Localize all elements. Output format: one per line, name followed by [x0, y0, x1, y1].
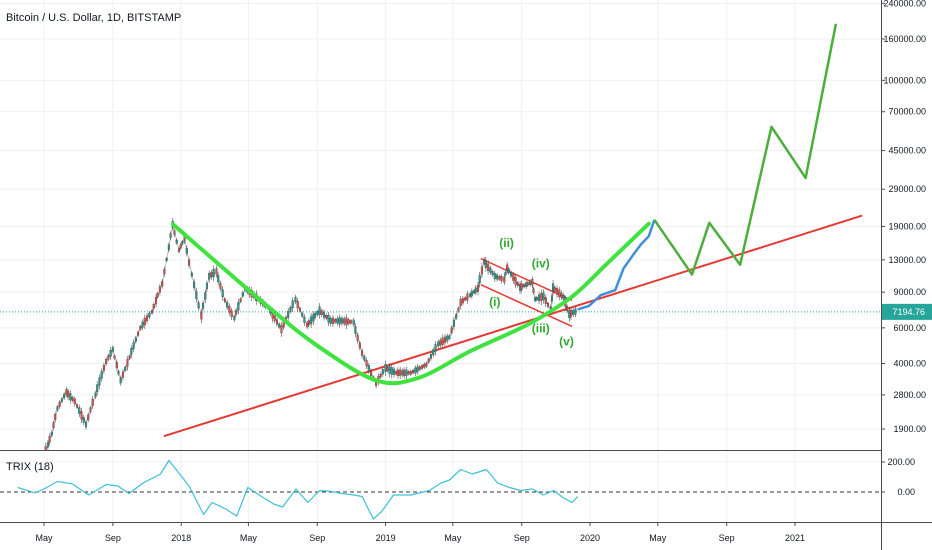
candle-body: [354, 326, 357, 334]
wave-label-1: (ii): [499, 236, 514, 250]
price-tick-label-0: 240000.00: [883, 0, 926, 8]
channel-lower-line: [480, 284, 573, 328]
candle-body: [507, 268, 510, 274]
time-tick-label-5: 2019: [376, 533, 396, 543]
candle-body: [566, 306, 569, 311]
price-tick-label-7: 13000.00: [888, 255, 926, 265]
last-price-label: 7194.76: [892, 307, 925, 317]
wave-label-3: (iv): [532, 257, 550, 271]
candle-body: [96, 384, 99, 392]
price-tick-label-4: 45000.00: [888, 146, 926, 156]
candle-body: [303, 316, 306, 323]
candle-body: [67, 391, 70, 398]
time-tick-label-9: May: [649, 533, 667, 543]
candle-body: [230, 310, 233, 318]
time-tick-label-1: Sep: [105, 533, 121, 543]
projection-blue: [577, 219, 656, 311]
wave-label-2: (iii): [532, 321, 550, 335]
candle-body: [130, 348, 133, 355]
candle-body: [478, 275, 481, 284]
indicator-pane: [0, 459, 881, 520]
candle-body: [484, 260, 487, 269]
time-tick-label-0: May: [35, 533, 53, 543]
candle-body: [26, 476, 28, 482]
projection-green: [653, 23, 838, 276]
time-tick-label-2: 2018: [171, 533, 191, 543]
indicator-tick-label-1: 0.00: [897, 487, 915, 497]
price-line: [45, 224, 578, 450]
trendline: [163, 214, 863, 438]
candle-body: [44, 446, 47, 450]
price-tick-label-3: 70000.00: [888, 107, 926, 117]
candle-body: [370, 370, 373, 376]
price-pane: (i) (ii) (iii) (iv) (v): [0, 23, 881, 482]
price-tick-label-2: 100000.00: [883, 75, 926, 85]
candle-body: [291, 300, 294, 309]
candle-body: [200, 311, 203, 320]
candle-body: [152, 304, 155, 309]
price-tick-label-5: 29000.00: [888, 184, 926, 194]
wave-label-0: (i): [489, 295, 500, 309]
candle-body: [19, 473, 21, 476]
price-tick-label-8: 9000.00: [893, 287, 926, 297]
chart-title: Bitcoin / U.S. Dollar, 1D, BITSTAMP: [6, 12, 181, 24]
candle-body: [148, 312, 151, 318]
candle-body: [21, 473, 23, 478]
trix-line: [17, 459, 579, 520]
time-tick-label-6: May: [444, 533, 462, 543]
time-tick-label-10: Sep: [719, 533, 735, 543]
candle-body: [301, 312, 304, 317]
price-tick-label-10: 4000.00: [893, 359, 926, 369]
price-tick-label-1: 160000.00: [883, 34, 926, 44]
candle-body: [91, 398, 94, 406]
candle-body: [217, 275, 220, 283]
candle-body: [28, 474, 30, 478]
candle-body: [23, 476, 25, 479]
candle-body: [235, 309, 238, 315]
time-tick-label-8: 2020: [580, 533, 600, 543]
candle-body: [434, 344, 437, 352]
candle-body: [487, 263, 490, 272]
indicator-tick-label-0: 200.00: [887, 457, 915, 467]
price-tick-label-12: 1900.00: [893, 424, 926, 434]
indicator-title: TRIX (18): [6, 461, 54, 473]
price-tick-label-6: 19000.00: [888, 221, 926, 231]
cup-curve: [170, 221, 651, 386]
candle-body: [289, 307, 292, 312]
time-tick-label-4: Sep: [309, 533, 325, 543]
price-tick-label-9: 6000.00: [893, 323, 926, 333]
price-tick-label-11: 2800.00: [893, 390, 926, 400]
time-tick-label-3: May: [240, 533, 258, 543]
time-tick-label-7: Sep: [514, 533, 530, 543]
time-tick-label-11: 2021: [785, 533, 805, 543]
last-price-badge: [882, 303, 932, 320]
wave-label-4: (v): [559, 335, 574, 349]
candle-body: [381, 369, 384, 375]
